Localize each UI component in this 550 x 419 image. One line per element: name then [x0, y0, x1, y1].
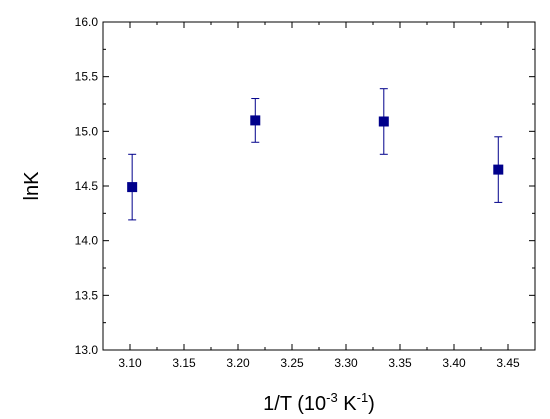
- x-axis-title-exponent-1: -3: [326, 390, 338, 405]
- y-tick-label: 14.0: [75, 234, 99, 248]
- data-point-3: [378, 88, 389, 155]
- y-axis-title: lnK: [21, 171, 43, 201]
- x-axis-title-end: ): [368, 393, 375, 415]
- data-point-2: [250, 98, 261, 143]
- x-tick-label: 3.45: [496, 356, 520, 370]
- data-point-1: [127, 153, 138, 221]
- y-tick-label: 13.0: [75, 343, 99, 357]
- x-axis-title: 1/T (10-3 K-1): [263, 390, 375, 415]
- x-axis-title-main: 1/T (10: [263, 393, 326, 415]
- x-axis: 3.10 3.15 3.20 3.25 3.30 3.35 3.40 3.45: [118, 22, 520, 370]
- y-tick-label: 16.0: [75, 15, 99, 29]
- square-marker: [378, 116, 389, 127]
- x-tick-label: 3.25: [280, 356, 304, 370]
- x-tick-label: 3.35: [388, 356, 412, 370]
- x-tick-label: 3.10: [118, 356, 142, 370]
- plot-frame: [102, 21, 536, 351]
- data-points: [127, 88, 504, 221]
- data-point-4: [493, 136, 504, 203]
- y-axis: 13.0 13.5 14.0 14.5 15.0 15.5 16.0: [75, 15, 535, 357]
- y-tick-label: 15.5: [75, 70, 99, 84]
- square-marker: [250, 115, 261, 126]
- x-axis-title-unit: K: [338, 393, 358, 415]
- square-marker: [127, 182, 138, 193]
- x-tick-label: 3.15: [172, 356, 196, 370]
- x-tick-label: 3.20: [226, 356, 250, 370]
- y-tick-label: 13.5: [75, 288, 99, 302]
- y-tick-label: 15.0: [75, 124, 99, 138]
- square-marker: [493, 164, 504, 175]
- x-axis-title-exponent-2: -1: [357, 390, 369, 405]
- x-tick-label: 3.40: [442, 356, 466, 370]
- y-tick-label: 14.5: [75, 179, 99, 193]
- x-tick-label: 3.30: [334, 356, 358, 370]
